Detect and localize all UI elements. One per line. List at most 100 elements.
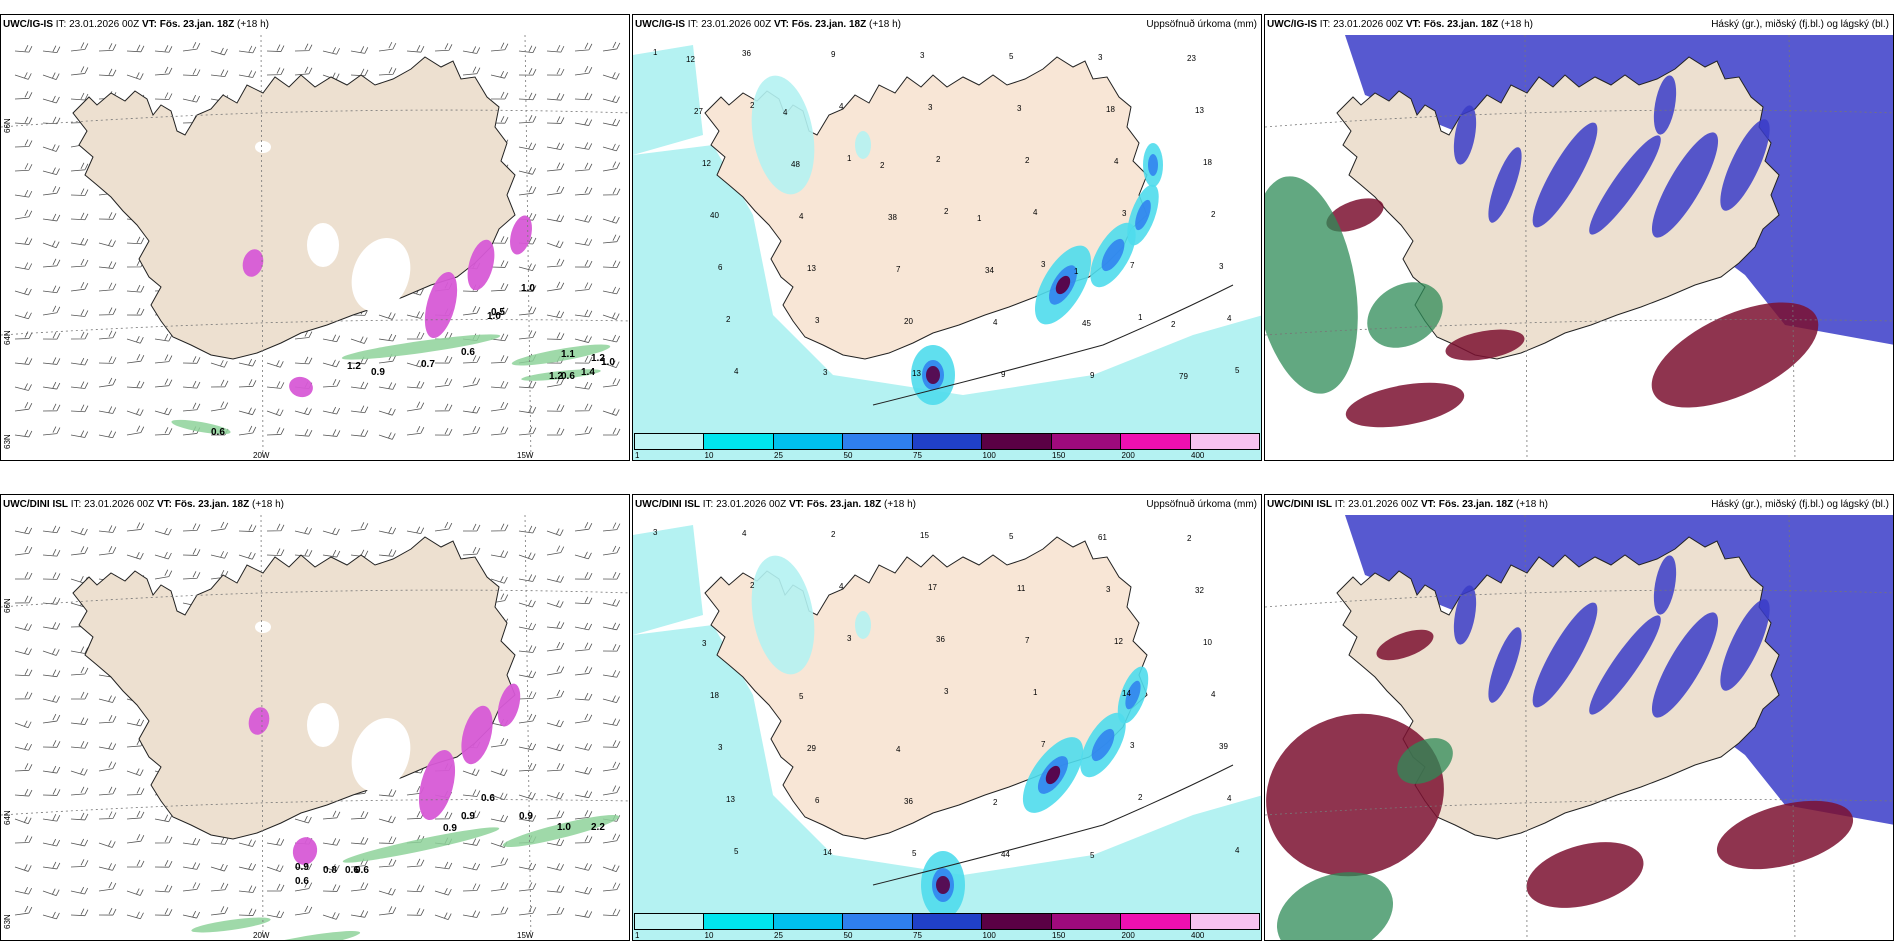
value-label: 1.2 xyxy=(549,371,563,382)
precip-value: 14 xyxy=(1122,689,1131,698)
colorbar-tick: 75 xyxy=(913,451,922,460)
map-panel-dini-precip: UWC/DINI ISL IT: 23.01.2026 00Z VT: Fös.… xyxy=(632,494,1262,941)
precip-value: 4 xyxy=(1033,208,1038,217)
value-label: 0.6 xyxy=(355,865,369,876)
precip-value: 13 xyxy=(726,795,735,804)
precip-value: 27 xyxy=(694,107,703,116)
panel-title: UWC/DINI ISL IT: 23.01.2026 00Z VT: Fös.… xyxy=(1267,499,1548,510)
precip-value: 4 xyxy=(993,318,998,327)
lat-label-66n: 66N xyxy=(3,598,12,613)
precip-value: 2 xyxy=(993,798,998,807)
colorbar-tick: 150 xyxy=(1052,931,1066,940)
precip-value: 36 xyxy=(742,49,751,58)
colorbar-tick: 100 xyxy=(982,451,996,460)
model-name: UWC/IG-IS xyxy=(635,19,685,30)
precip-value: 4 xyxy=(896,745,901,754)
precip-value: 3 xyxy=(1122,209,1127,218)
precip-value: 3 xyxy=(823,368,828,377)
init-time: IT: 23.01.2026 00Z xyxy=(702,499,787,510)
precip-value: 2 xyxy=(1211,210,1216,219)
init-time: IT: 23.01.2026 00Z xyxy=(687,19,772,30)
value-label: 1.0 xyxy=(487,311,501,322)
precip-value: 7 xyxy=(896,265,901,274)
value-label: 0.6 xyxy=(211,427,225,438)
precip-value: 2 xyxy=(726,315,731,324)
colorbar-swatch xyxy=(704,914,774,929)
value-label: 1.0 xyxy=(557,822,571,833)
precip-value: 3 xyxy=(920,51,925,60)
precip-value: 2 xyxy=(944,207,949,216)
precip-value: 1 xyxy=(847,154,852,163)
lead-time: (+18 h) xyxy=(884,499,916,510)
precip-value: 1 xyxy=(1074,267,1079,276)
precip-value: 12 xyxy=(686,55,695,64)
precip-value: 5 xyxy=(799,692,804,701)
panel-field-title: Háský (gr.), miðský (fj.bl.) og lágský (… xyxy=(1711,499,1889,510)
precip-value: 38 xyxy=(888,213,897,222)
map-panel-dini-wind: UWC/DINI ISL IT: 23.01.2026 00Z VT: Fös.… xyxy=(0,494,630,941)
precip-value: 1 xyxy=(1033,688,1038,697)
precip-value: 3 xyxy=(1041,260,1046,269)
colorbar-swatch xyxy=(635,914,705,929)
precip-value: 1 xyxy=(1138,313,1143,322)
precip-value: 2 xyxy=(880,161,885,170)
colorbar-swatch xyxy=(843,434,913,449)
precip-value: 4 xyxy=(839,102,844,111)
precip-value: 7 xyxy=(1130,261,1135,270)
value-label: 0.7 xyxy=(421,359,435,370)
precip-value: 3 xyxy=(815,316,820,325)
lead-time: (+18 h) xyxy=(1501,19,1533,30)
colorbar-swatch xyxy=(1190,434,1259,449)
lat-label-66n: 66N xyxy=(3,118,12,133)
map-panel-igis-precip: UWC/IG-IS IT: 23.01.2026 00Z VT: Fös. 23… xyxy=(632,14,1262,461)
map-panel-igis-clouds: UWC/IG-IS IT: 23.01.2026 00Z VT: Fös. 23… xyxy=(1264,14,1894,461)
colorbar-tick: 200 xyxy=(1121,931,1135,940)
colorbar-swatch xyxy=(1051,914,1122,929)
precip-value: 3 xyxy=(702,639,707,648)
panel-title: UWC/IG-IS IT: 23.01.2026 00Z VT: Fös. 23… xyxy=(635,19,901,30)
precip-value: 3 xyxy=(847,634,852,643)
colorbar-tick: 10 xyxy=(704,451,714,460)
lead-time: (+18 h) xyxy=(237,19,269,30)
model-name: UWC/DINI ISL xyxy=(3,499,68,510)
map-canvas: 3233724443613452177143913141511124365531… xyxy=(633,495,1261,940)
precip-value: 3 xyxy=(1219,262,1224,271)
colorbar-swatch xyxy=(1190,914,1259,929)
colorbar-tick: 25 xyxy=(774,931,783,940)
lon-label-20w: 20W xyxy=(253,931,270,940)
precip-value: 2 xyxy=(936,155,941,164)
colorbar-swatch xyxy=(773,914,844,929)
colorbar-tick: 100 xyxy=(982,931,996,940)
valid-time-label: VT: xyxy=(1420,499,1436,510)
valid-time: Fös. 23.jan. 18Z xyxy=(1438,499,1514,510)
precip-value: 4 xyxy=(742,529,747,538)
colorbar-swatch xyxy=(704,434,774,449)
precip-value: 2 xyxy=(1025,156,1030,165)
colorbar-tick: 1 xyxy=(635,931,640,940)
init-time: IT: 23.01.2026 00Z xyxy=(70,499,155,510)
value-label: 0.5 xyxy=(491,307,505,318)
precip-value: 32 xyxy=(1195,586,1204,595)
map-panel-igis-wind: UWC/IG-IS IT: 23.01.2026 00Z VT: Fös. 23… xyxy=(0,14,630,461)
precip-value: 5 xyxy=(912,849,917,858)
model-name: UWC/DINI ISL xyxy=(635,499,700,510)
panel-field-title: Háský (gr.), miðský (fj.bl.) og lágský (… xyxy=(1711,19,1889,30)
model-name: UWC/DINI ISL xyxy=(1267,499,1332,510)
precip-value: 44 xyxy=(1001,850,1010,859)
precip-value: 79 xyxy=(1179,372,1188,381)
panel-title: UWC/IG-IS IT: 23.01.2026 00Z VT: Fös. 23… xyxy=(1267,19,1533,30)
lead-time: (+18 h) xyxy=(1516,499,1548,510)
precip-value: 5 xyxy=(1090,851,1095,860)
precip-value: 12 xyxy=(702,159,711,168)
precip-value: 4 xyxy=(783,108,788,117)
precip-value: 14 xyxy=(823,848,832,857)
precip-value: 4 xyxy=(1227,314,1232,323)
precip-value: 7 xyxy=(1025,636,1030,645)
precip-value: 9 xyxy=(1001,370,1006,379)
colorbar-swatch xyxy=(635,434,705,449)
precip-value: 34 xyxy=(985,266,994,275)
colorbar-swatch xyxy=(773,434,844,449)
colorbar-tick: 50 xyxy=(843,931,853,940)
colorbar-swatch xyxy=(982,434,1052,449)
precip-value: 13 xyxy=(912,369,921,378)
